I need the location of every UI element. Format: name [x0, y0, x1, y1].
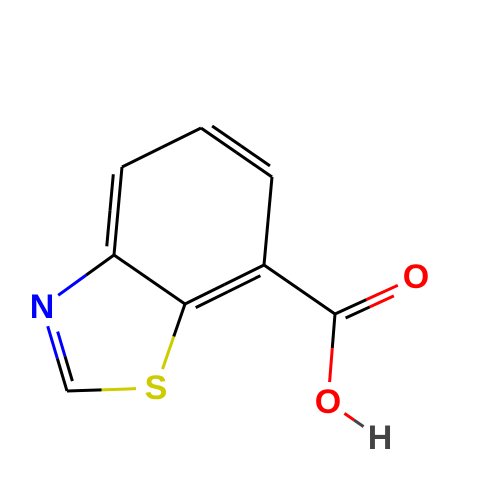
o-atom-label: O [315, 383, 341, 421]
molecule-canvas: SNOOH [0, 0, 500, 500]
h-atom-label: H [368, 419, 393, 457]
s-atom-label: S [145, 369, 168, 407]
n-atom-label: N [30, 288, 55, 326]
o-atom-label: O [403, 258, 429, 296]
